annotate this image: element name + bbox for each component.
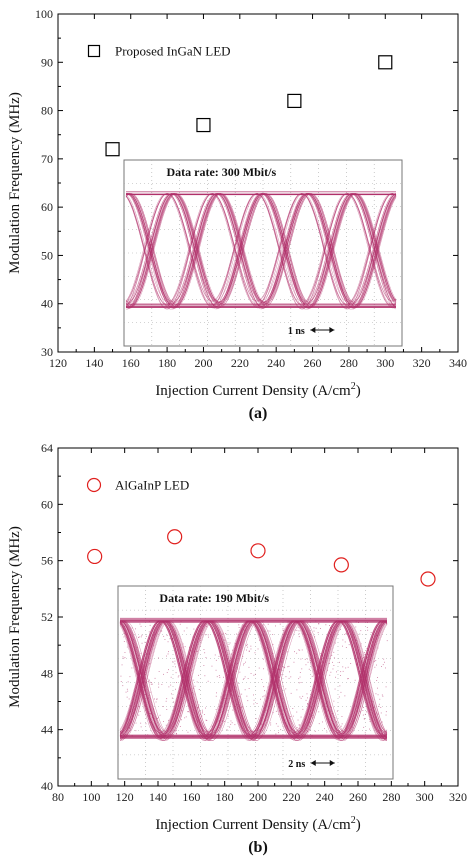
data-point-square — [196, 117, 211, 133]
x-tick-label: 120 — [116, 790, 134, 804]
inset-time-scale-label: 1 ns — [288, 326, 305, 337]
data-point-square — [105, 142, 120, 157]
inset-time-scale-arrow — [310, 760, 335, 766]
x-tick-label: 300 — [376, 356, 394, 370]
x-axis-label-text: Injection Current Density (A/cm — [155, 817, 351, 833]
data-point-square — [287, 93, 302, 109]
legend-marker-circle — [86, 477, 102, 493]
x-tick-label: 280 — [382, 790, 400, 804]
y-tick-label: 60 — [41, 497, 53, 511]
panel-b-y-axis-label: Modulation Frequency (MHz) — [7, 526, 23, 708]
y-tick-label: 60 — [41, 200, 53, 214]
panel-b-eye-diagram-inset: Data rate: 190 Mbit/s 2 ns — [117, 585, 394, 780]
x-tick-label: 220 — [282, 790, 300, 804]
y-tick-label: 64 — [41, 441, 53, 455]
x-tick-label: 320 — [413, 356, 431, 370]
inset-time-scale-label: 2 ns — [288, 759, 305, 770]
y-tick-label: 40 — [41, 779, 53, 793]
x-tick-label: 200 — [249, 790, 267, 804]
inset-time-scale-arrow — [310, 327, 335, 333]
y-tick-label: 100 — [35, 7, 53, 21]
panel-a-eye-diagram-inset: Data rate: 300 Mbit/s 1 ns — [123, 159, 403, 347]
y-tick-label: 90 — [41, 55, 53, 69]
x-axis-label-close: ) — [356, 383, 361, 399]
panel-a-data-marks — [105, 55, 393, 157]
panel-b-x-axis-label: Injection Current Density (A/cm2) — [155, 815, 360, 833]
y-tick-label: 52 — [41, 610, 53, 624]
data-point-circle — [87, 548, 103, 565]
x-tick-label: 200 — [194, 356, 212, 370]
x-axis-label-text: Injection Current Density (A/cm — [155, 383, 351, 399]
y-tick-label: 80 — [41, 104, 53, 118]
y-tick-label: 50 — [41, 248, 53, 262]
eye-diagram-traces — [119, 617, 388, 741]
panel-a-y-axis-label: Modulation Frequency (MHz) — [7, 92, 23, 274]
x-tick-label: 140 — [149, 790, 167, 804]
panel-b-data-marks — [87, 529, 436, 587]
x-tick-label: 320 — [449, 790, 467, 804]
x-tick-label: 220 — [231, 356, 249, 370]
x-tick-label: 340 — [449, 356, 467, 370]
x-tick-label: 180 — [158, 356, 176, 370]
y-tick-label: 56 — [41, 554, 53, 568]
x-tick-label: 280 — [340, 356, 358, 370]
data-point-circle — [250, 543, 266, 559]
x-tick-label: 100 — [82, 790, 100, 804]
panel-a-label: (a) — [249, 405, 268, 422]
x-tick-label: 120 — [49, 356, 67, 370]
x-tick-label: 160 — [182, 790, 200, 804]
data-point-circle — [333, 557, 349, 573]
inset-title: Data rate: 190 Mbit/s — [159, 591, 269, 605]
panel-b: Data rate: 190 Mbit/s 2 ns 80 100 120 140 160… — [7, 441, 467, 856]
y-tick-label: 48 — [41, 666, 53, 680]
legend-marker-square — [87, 44, 101, 58]
y-tick-label: 40 — [41, 297, 53, 311]
x-tick-label: 240 — [316, 790, 334, 804]
eye-diagram-traces — [125, 191, 397, 310]
panel-b-axis-ticks: 80 100 120 140 160 180 200 220 240 260 280 300 320 40… — [41, 441, 467, 804]
panel-a: Data rate: 300 Mbit/s 1 ns 120 140 160 180 20… — [7, 7, 467, 422]
x-tick-label: 80 — [52, 790, 64, 804]
data-point-circle — [420, 571, 436, 587]
inset-title: Data rate: 300 Mbit/s — [166, 165, 276, 179]
x-tick-label: 260 — [304, 356, 322, 370]
panel-a-axis-ticks: 120 140 160 180 200 220 240 260 280 300 320 340 30 40… — [35, 7, 467, 370]
x-tick-label: 300 — [416, 790, 434, 804]
panel-a-x-axis-label: Injection Current Density (A/cm2) — [155, 381, 360, 399]
y-tick-label: 70 — [41, 152, 53, 166]
y-tick-label: 30 — [41, 345, 53, 359]
legend-label: Proposed InGaN LED — [115, 44, 231, 59]
x-axis-label-superscript: 2 — [351, 381, 356, 392]
x-tick-label: 240 — [267, 356, 285, 370]
legend-label: AlGaInP LED — [115, 478, 189, 493]
data-point-circle — [167, 529, 183, 545]
data-point-square — [378, 55, 393, 70]
panel-b-legend: AlGaInP LED — [86, 477, 189, 493]
x-tick-label: 160 — [122, 356, 140, 370]
x-tick-label: 140 — [85, 356, 103, 370]
y-tick-label: 44 — [41, 723, 53, 737]
x-axis-label-superscript: 2 — [351, 815, 356, 826]
x-tick-label: 260 — [349, 790, 367, 804]
x-tick-label: 180 — [216, 790, 234, 804]
panel-b-label: (b) — [248, 839, 268, 856]
panel-a-legend: Proposed InGaN LED — [87, 44, 231, 59]
x-axis-label-close: ) — [356, 817, 361, 833]
